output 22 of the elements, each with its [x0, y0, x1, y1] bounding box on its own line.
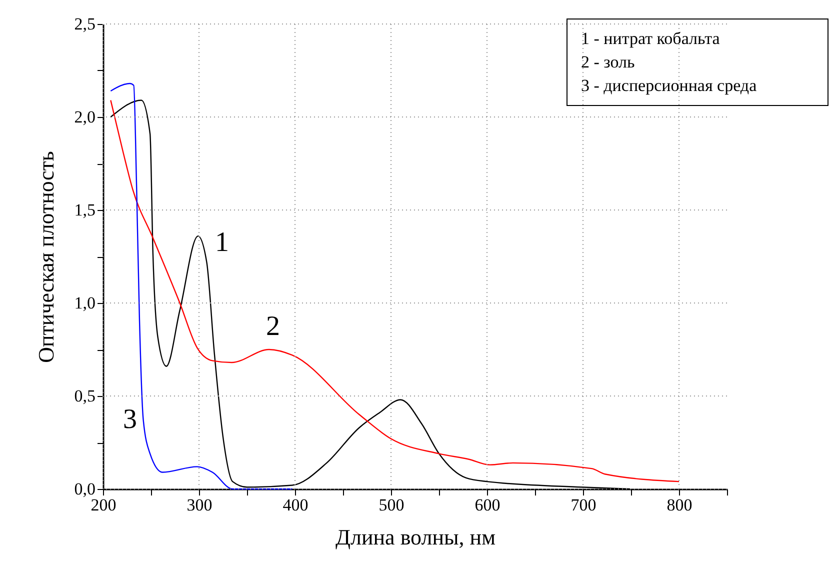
annotation: 3 - дисперсионная среда: [581, 76, 758, 95]
x-tick-label: 200: [90, 496, 116, 514]
y-tick-label: 1,0: [74, 294, 96, 312]
x-tick-label: 300: [186, 496, 212, 514]
y-tick-label: 2,5: [74, 14, 96, 34]
y-tick-label: 0,5: [74, 386, 96, 406]
annotation: 1: [215, 227, 229, 258]
y-tick-label: 0,0: [74, 480, 96, 498]
annotation: 2: [266, 311, 280, 342]
line-series: [110, 82, 293, 490]
y-tick-label: 1,5: [74, 200, 96, 220]
x-tick-label: 600: [474, 496, 500, 514]
x-tick-label: 500: [378, 496, 404, 514]
annotation: 1 - нитрат кобальта: [581, 28, 720, 48]
annotation: 2 - золь: [581, 52, 636, 72]
annotation: 3: [123, 404, 137, 435]
y-axis-title: Оптическая плотность: [33, 151, 58, 363]
x-tick-label: 800: [666, 496, 692, 514]
x-tick-label: 400: [282, 496, 308, 514]
x-axis-title: Длина волны, нм: [336, 524, 496, 550]
y-tick-label: 2,0: [74, 108, 96, 126]
x-tick-label: 700: [570, 496, 596, 514]
